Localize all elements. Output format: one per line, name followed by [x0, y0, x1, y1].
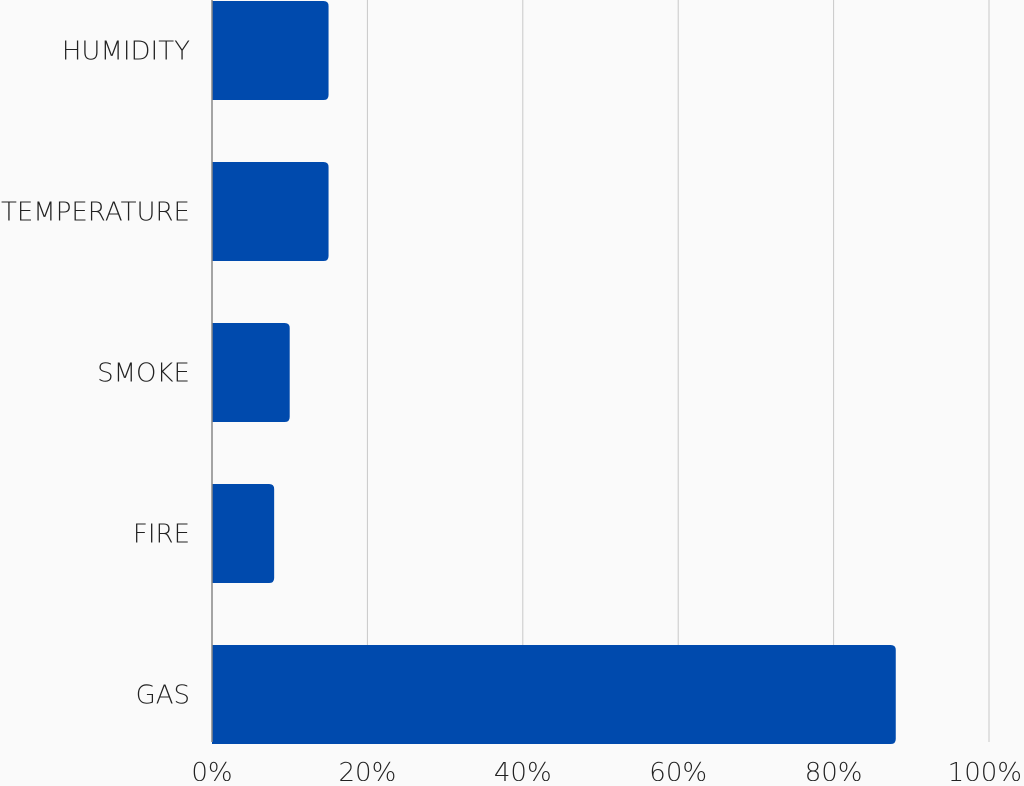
category-label: HUMIDITY [62, 37, 190, 67]
x-tick-label: 40% [494, 758, 552, 781]
category-label: SMOKE [97, 359, 190, 389]
x-tick-label: 100% [948, 758, 1022, 781]
category-labels: HUMIDITY TEMPERATURE SMOKE FIRE GAS [1, 37, 190, 711]
x-tick-label: 80% [805, 758, 863, 781]
category-label: GAS [136, 681, 190, 711]
bars [212, 1, 896, 744]
bar-gas [212, 645, 896, 744]
bar-smoke [212, 323, 290, 422]
x-tick-labels: 0% 20% 40% 60% 80% 100% [191, 758, 1022, 786]
bar-humidity [212, 1, 329, 100]
bar-temperature [212, 162, 329, 261]
x-tick-label: 20% [339, 758, 397, 781]
category-label: FIRE [133, 520, 190, 550]
x-tick-label: 60% [649, 758, 707, 781]
grid-lines [366, 0, 990, 742]
bar-fire [212, 484, 275, 583]
category-label: TEMPERATURE [1, 198, 190, 228]
x-tick-label: 0% [191, 758, 232, 781]
